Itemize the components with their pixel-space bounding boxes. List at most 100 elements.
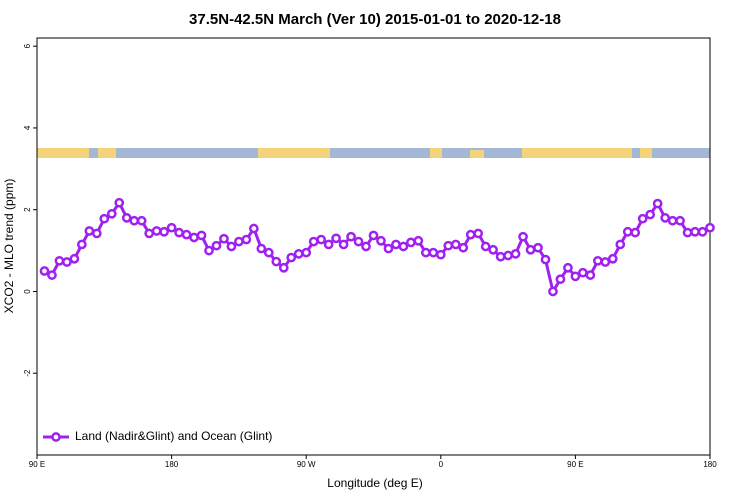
data-point: [503, 250, 513, 261]
data-point: [84, 226, 95, 236]
data-point: [413, 235, 424, 246]
data-point: [263, 247, 274, 258]
data-point: [234, 236, 244, 247]
data-point: [637, 213, 648, 224]
data-point: [435, 249, 446, 260]
y-tick-label: 6: [23, 43, 32, 48]
data-point: [69, 253, 80, 264]
data-point: [555, 274, 566, 285]
data-point: [308, 236, 319, 247]
data-point: [607, 253, 618, 264]
data-point: [585, 270, 596, 280]
data-point: [570, 271, 581, 282]
data-point: [286, 252, 297, 263]
data-point: [106, 208, 117, 219]
data-point: [353, 236, 364, 247]
data-point: [563, 262, 573, 273]
data-point: [174, 227, 184, 238]
data-point: [99, 213, 110, 224]
data-point: [219, 233, 229, 244]
data-point: [249, 223, 259, 234]
data-point: [159, 226, 169, 237]
data-point: [488, 244, 498, 255]
data-point: [391, 239, 401, 250]
data-point: [525, 244, 536, 255]
data-point: [443, 240, 454, 251]
x-tick-label: 180: [703, 460, 717, 469]
data-point: [144, 228, 155, 239]
data-point: [652, 198, 663, 209]
legend-label: Land (Nadir&Glint) and Ocean (Glint): [75, 429, 272, 443]
land-ocean-strip: [37, 148, 710, 158]
data-point: [420, 247, 431, 258]
data-point: [675, 215, 685, 226]
data-point: [667, 215, 678, 226]
data-point: [458, 242, 469, 253]
data-point: [592, 255, 603, 266]
data-point: [578, 267, 588, 278]
data-point: [47, 270, 57, 280]
legend-marker: [51, 432, 61, 442]
data-point: [91, 228, 102, 239]
data-point: [518, 231, 528, 242]
data-point: [645, 209, 656, 220]
data-point: [660, 213, 670, 223]
data-point: [480, 241, 491, 252]
data-point: [622, 226, 633, 237]
y-tick-label: -2: [23, 369, 32, 377]
chart-title: 37.5N-42.5N March (Ver 10) 2015-01-01 to…: [189, 11, 561, 28]
data-point: [166, 222, 177, 233]
data-point: [211, 240, 222, 251]
data-point: [682, 227, 693, 238]
data-point: [450, 239, 461, 250]
x-tick-label: 90 W: [297, 460, 316, 469]
data-point: [697, 226, 708, 237]
data-point: [398, 241, 409, 252]
y-tick-label: 2: [23, 207, 32, 212]
data-point: [383, 243, 394, 254]
data-point: [181, 229, 192, 240]
data-point: [368, 230, 379, 241]
data-point: [293, 249, 304, 259]
data-point: [495, 251, 506, 262]
data-point: [510, 249, 521, 259]
data-point: [428, 247, 439, 258]
data-point: [77, 239, 87, 250]
data-point: [271, 256, 282, 267]
data-point: [196, 230, 207, 241]
data-point: [346, 231, 356, 242]
data-point: [121, 213, 132, 223]
data-point: [204, 245, 214, 256]
data-point: [323, 239, 334, 250]
x-tick-label: 90 E: [567, 460, 583, 469]
data-point: [301, 247, 312, 258]
data-point: [600, 257, 611, 267]
data-point: [114, 197, 125, 208]
data-point: [226, 241, 237, 252]
data-point: [39, 266, 50, 276]
data-point: [615, 239, 626, 250]
x-tick-label: 0: [439, 460, 444, 469]
series-line: [43, 199, 711, 296]
data-point: [473, 228, 484, 239]
data-point: [129, 215, 140, 226]
y-axis-label: XCO2 - MLO trend (ppm): [2, 179, 16, 314]
data-point: [316, 234, 327, 245]
data-point: [540, 254, 551, 265]
data-point: [331, 233, 341, 244]
data-point: [338, 239, 349, 250]
data-point: [136, 215, 147, 226]
y-tick-label: 0: [23, 289, 32, 294]
data-point: [54, 255, 65, 266]
data-point: [62, 257, 72, 267]
data-point: [705, 222, 715, 233]
data-point: [533, 242, 543, 253]
data-point: [406, 237, 416, 248]
data-point: [151, 226, 162, 236]
data-point: [189, 232, 199, 243]
x-tick-label: 90 E: [29, 460, 45, 469]
x-axis-label: Longitude (deg E): [327, 476, 422, 490]
data-point: [548, 286, 558, 297]
plot-frame: [36, 37, 711, 456]
